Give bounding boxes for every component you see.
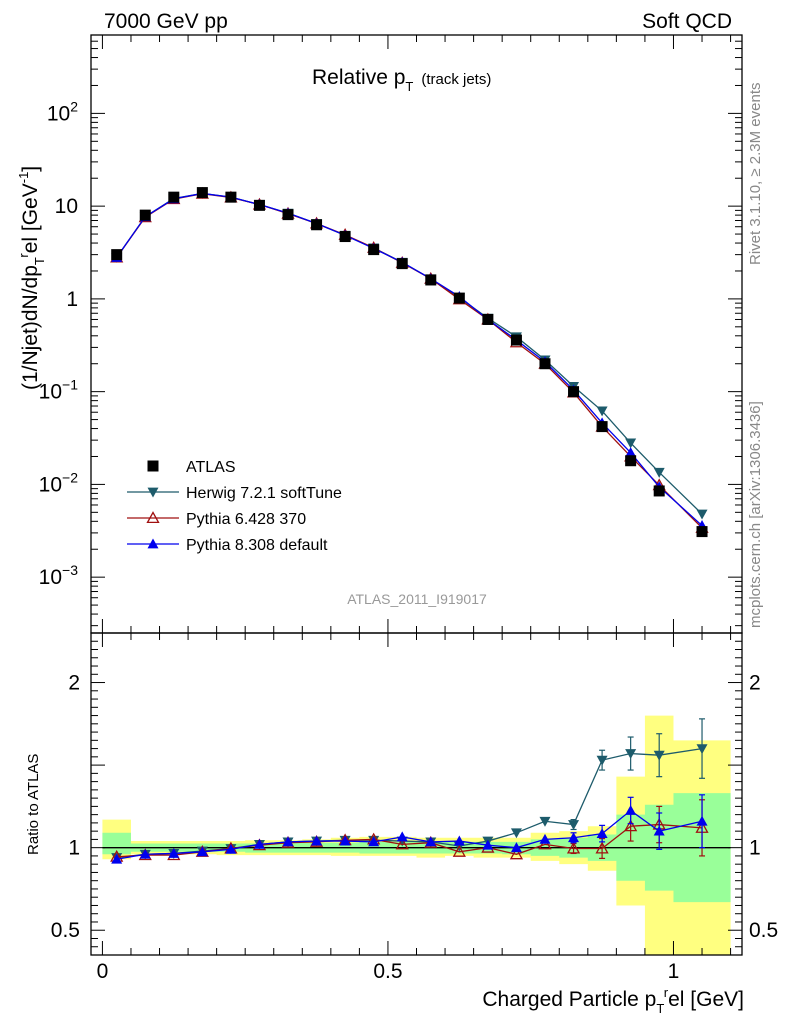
- data-point-herwig-7-2-1-softtune: [625, 438, 637, 449]
- y-tick-label: 10−3: [39, 562, 79, 589]
- data-point-atlas: [596, 421, 608, 433]
- data-point-atlas: [311, 219, 323, 231]
- legend-label-pythia-8-308-default: Pythia 8.308 default: [186, 537, 328, 554]
- data-point-herwig-7-2-1-softtune: [696, 509, 708, 520]
- ratio-point-pythia-8-308-default: [311, 835, 323, 846]
- data-point-atlas: [625, 455, 637, 467]
- data-point-atlas: [168, 191, 180, 203]
- mcplots-label: mcplots.cern.ch [arXiv:1306.3436]: [747, 401, 764, 628]
- y-tick-label: 10−1: [39, 377, 79, 404]
- ratio-y-tick-label-right: 0.5: [749, 919, 778, 942]
- data-point-atlas: [696, 526, 708, 538]
- ratio-point-pythia-6-428-370: [595, 841, 609, 854]
- data-point-atlas: [568, 386, 580, 398]
- data-point-herwig-7-2-1-softtune: [596, 406, 608, 417]
- ratio-point-pythia-8-308-default: [368, 836, 380, 847]
- ratio-point-herwig-7-2-1-softtune: [696, 744, 708, 755]
- data-point-atlas: [253, 199, 265, 211]
- ratio-point-pythia-8-308-default: [339, 835, 351, 846]
- ratio-point-pythia-8-308-default: [282, 836, 294, 847]
- ratio-point-pythia-8-308-default: [482, 839, 494, 850]
- ratio-point-pythia-8-308-default: [568, 832, 580, 843]
- data-point-atlas: [539, 358, 551, 370]
- data-point-atlas: [510, 334, 522, 346]
- legend-marker-atlas: [147, 460, 159, 472]
- x-tick-label: 0.5: [373, 960, 402, 983]
- y-tick-label: 102: [47, 98, 78, 125]
- data-point-atlas: [196, 187, 208, 199]
- main-y-axis-label: (1/Njet)dN/dpTrel [GeV-1]: [16, 166, 47, 390]
- y-tick-label: 1: [66, 288, 78, 311]
- ratio-point-pythia-8-308-default: [510, 842, 522, 853]
- data-point-herwig-7-2-1-softtune: [653, 467, 665, 478]
- ratio-point-herwig-7-2-1-softtune: [568, 820, 580, 831]
- ratio-panel: 0.5 0.5 1 1 2 2 0 0.5 1: [51, 632, 778, 983]
- data-point-atlas: [653, 485, 665, 497]
- x-tick-label: 1: [668, 960, 680, 983]
- data-point-atlas: [453, 292, 465, 304]
- ratio-y-axis-label: Ratio to ATLAS: [25, 754, 42, 855]
- ratio-point-herwig-7-2-1-softtune: [596, 755, 608, 766]
- data-point-atlas: [225, 191, 237, 203]
- ratio-point-pythia-8-308-default: [696, 815, 708, 826]
- y-tick-label: 10−2: [39, 469, 79, 496]
- ratio-point-herwig-7-2-1-softtune: [510, 828, 522, 839]
- x-axis-label: Charged Particle pTrel [GeV]: [482, 985, 744, 1016]
- ratio-y-tick-label: 1: [68, 837, 80, 860]
- ratio-point-pythia-6-428-370: [566, 841, 581, 854]
- ratio-point-herwig-7-2-1-softtune: [653, 750, 665, 761]
- ratio-point-pythia-8-308-default: [168, 847, 180, 858]
- ratio-point-pythia-8-308-default: [139, 848, 151, 859]
- ratio-point-pythia-8-308-default: [625, 805, 637, 815]
- data-point-atlas: [425, 274, 437, 286]
- ratio-y-tick-label: 0.5: [51, 919, 80, 942]
- ratio-y-tick-label-right: 1: [749, 837, 761, 860]
- data-point-pythia-8-308-default: [625, 447, 637, 458]
- legend-label-pythia-6-428-370: Pythia 6.428 370: [186, 511, 306, 528]
- ratio-point-pythia-6-428-370: [538, 837, 552, 850]
- legend-marker-pythia-6-428-370: [146, 511, 160, 524]
- ratio-y-tick-label-right: 2: [749, 672, 761, 695]
- legend-label-herwig-7-2-1-softtune: Herwig 7.2.1 softTune: [186, 485, 342, 502]
- data-point-atlas: [111, 249, 123, 261]
- ratio-point-pythia-6-428-370: [624, 819, 638, 832]
- plot-title: Relative pT (track jets): [312, 66, 491, 94]
- main-panel: 10−3 10−2 10−1 1 10 102: [39, 34, 743, 634]
- data-point-atlas: [396, 258, 408, 270]
- ratio-point-pythia-8-308-default: [225, 843, 237, 854]
- y-tick-label: 10: [55, 195, 78, 218]
- ratio-point-pythia-8-308-default: [653, 825, 665, 836]
- ratio-point-herwig-7-2-1-softtune: [625, 749, 637, 760]
- data-point-atlas: [482, 313, 494, 325]
- ratio-y-tick-label: 2: [68, 672, 80, 695]
- series-line-pythia-6-428-370: [116, 193, 703, 529]
- ratio-point-pythia-6-428-370: [395, 837, 409, 850]
- ratio-point-pythia-8-308-default: [111, 853, 123, 864]
- data-point-atlas: [282, 209, 294, 221]
- ratio-point-pythia-6-428-370: [509, 847, 524, 860]
- legend-marker-herwig-7-2-1-softtune: [147, 487, 159, 498]
- ratio-point-pythia-8-308-default: [196, 846, 208, 857]
- header-right: Soft QCD: [642, 10, 732, 33]
- ratio-point-pythia-8-308-default: [425, 836, 437, 847]
- ratio-point-pythia-8-308-default: [453, 835, 465, 846]
- x-tick-label: 0: [97, 960, 109, 983]
- legend-marker-pythia-8-308-default: [147, 538, 159, 549]
- ratio-point-pythia-8-308-default: [253, 838, 265, 849]
- legend: ATLAS Herwig 7.2.1 softTune Pythia 6.428 3…: [127, 459, 342, 554]
- ratio-point-pythia-8-308-default: [396, 831, 408, 842]
- ratio-point-pythia-6-428-370: [452, 844, 466, 857]
- analysis-id: ATLAS_2011_I919017: [347, 591, 487, 607]
- ratio-point-herwig-7-2-1-softtune: [539, 816, 551, 827]
- data-point-atlas: [139, 209, 151, 221]
- header-left: 7000 GeV pp: [104, 10, 228, 33]
- ratio-point-pythia-8-308-default: [596, 828, 608, 839]
- legend-label-atlas: ATLAS: [186, 459, 236, 476]
- ratio-point-pythia-8-308-default: [539, 833, 551, 844]
- rivet-label: Rivet 3.1.10, ≥ 2.3M events: [747, 83, 764, 266]
- data-point-atlas: [339, 231, 351, 243]
- data-point-atlas: [368, 244, 380, 256]
